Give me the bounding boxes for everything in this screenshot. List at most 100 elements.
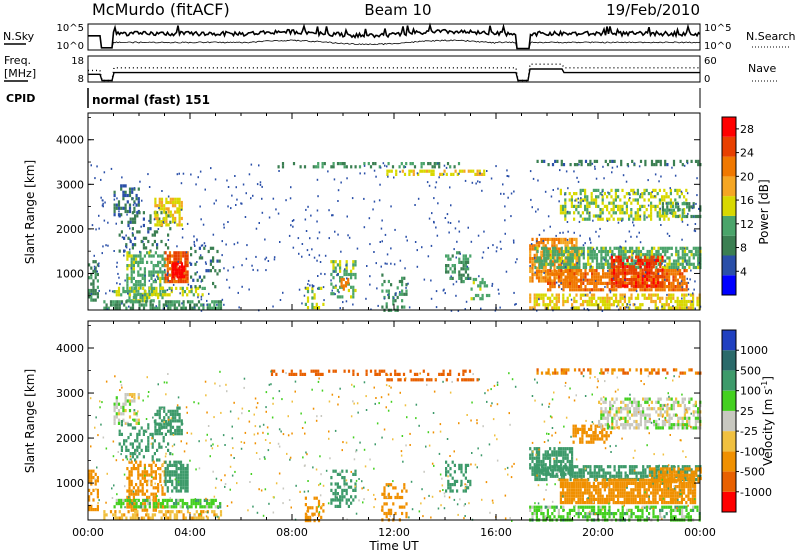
- heatmap-cell: [139, 286, 142, 290]
- heatmap-cell: [573, 288, 576, 292]
- heatmap-cell: [126, 267, 129, 271]
- heatmap-cell: [480, 172, 484, 176]
- heatmap-cell: [387, 508, 390, 512]
- heatmap-cell: [683, 278, 686, 282]
- heatmap-cell: [385, 483, 388, 487]
- heatmap-cell: [538, 265, 541, 270]
- heatmap-cell: [675, 214, 678, 219]
- heatmap-cell: [599, 208, 602, 212]
- heatmap-cell: [339, 501, 342, 505]
- heatmap-cell: [595, 303, 598, 307]
- heatmap-cell: [653, 246, 656, 250]
- heatmap-cell: [158, 207, 161, 211]
- heatmap-cell: [139, 260, 142, 264]
- heatmap-cell: [422, 162, 425, 166]
- heatmap-cell: [105, 306, 108, 310]
- heatmap-cell: [181, 505, 184, 509]
- heatmap-cell: [624, 268, 627, 272]
- heatmap-cell: [114, 516, 117, 520]
- heatmap-cell: [664, 159, 667, 163]
- heatmap-cell: [551, 246, 555, 250]
- heatmap-cell: [478, 275, 480, 278]
- heatmap-cell: [120, 405, 123, 409]
- heatmap-cell: [664, 208, 667, 212]
- heatmap-cell: [670, 253, 673, 257]
- heatmap-cell: [666, 163, 669, 167]
- heatmap-cell: [543, 256, 546, 260]
- heatmap-cell: [669, 192, 672, 196]
- heatmap-cell: [606, 481, 609, 485]
- heatmap-cell: [169, 419, 172, 423]
- heatmap-cell: [258, 164, 260, 167]
- heatmap-cell: [549, 225, 551, 228]
- heatmap-cell: [686, 192, 689, 195]
- heatmap-cell: [131, 220, 134, 224]
- heatmap-cell: [445, 489, 448, 493]
- heatmap-cell: [317, 195, 319, 198]
- heatmap-cell: [147, 516, 150, 520]
- heatmap-cell: [648, 278, 651, 282]
- heatmap-cell: [567, 265, 570, 270]
- heatmap-cell: [604, 471, 607, 475]
- heatmap-cell: [128, 476, 131, 480]
- heatmap-cell: [130, 280, 133, 284]
- heatmap-cell: [575, 306, 578, 310]
- heatmap-cell: [160, 197, 164, 201]
- heatmap-cell: [160, 432, 164, 436]
- heatmap-cell: [557, 257, 560, 261]
- heatmap-cell: [691, 207, 694, 210]
- heatmap-cell: [687, 288, 690, 291]
- heatmap-cell: [540, 296, 543, 300]
- heatmap-cell: [531, 260, 534, 264]
- heatmap-cell: [641, 262, 644, 266]
- heatmap-cell: [564, 472, 567, 476]
- heatmap-cell: [156, 223, 159, 227]
- heatmap-cell: [593, 288, 596, 292]
- heatmap-cell: [544, 276, 547, 280]
- colorbar-swatch: [722, 196, 736, 216]
- heatmap-cell: [460, 273, 463, 277]
- heatmap-cell: [154, 425, 157, 429]
- heatmap-cell: [580, 246, 583, 250]
- heatmap-cell: [667, 296, 670, 300]
- heatmap-cell: [633, 224, 635, 227]
- heatmap-cell: [670, 299, 673, 304]
- heatmap-cell: [182, 251, 185, 255]
- heatmap-cell: [447, 254, 450, 258]
- heatmap-cell: [670, 269, 673, 273]
- heatmap-cell: [124, 402, 127, 406]
- heatmap-cell: [354, 263, 357, 267]
- heatmap-cell: [169, 412, 172, 417]
- heatmap-cell: [115, 399, 118, 403]
- heatmap-cell: [405, 511, 408, 516]
- heatmap-cell: [144, 505, 147, 509]
- heatmap-cell: [472, 277, 475, 282]
- heatmap-cell: [564, 217, 567, 221]
- heatmap-cell: [595, 259, 599, 263]
- heatmap-cell: [630, 278, 633, 282]
- heatmap-cell: [661, 274, 664, 278]
- heatmap-cell: [545, 259, 548, 263]
- heatmap-cell: [560, 263, 563, 267]
- heatmap-cell: [460, 479, 463, 483]
- heatmap-cell: [383, 297, 386, 300]
- heatmap-cell: [587, 249, 590, 254]
- heatmap-cell: [151, 458, 154, 462]
- heatmap-cell: [568, 237, 571, 241]
- freq-label-line2: [MHz]: [4, 67, 36, 80]
- heatmap-cell: [135, 254, 138, 258]
- heatmap-cell: [175, 460, 178, 464]
- heatmap-cell: [327, 170, 329, 173]
- heatmap-cell: [620, 253, 623, 257]
- heatmap-cell: [617, 258, 620, 262]
- heatmap-cell: [126, 200, 129, 204]
- heatmap-cell: [690, 214, 693, 219]
- heatmap-cell: [237, 291, 239, 294]
- heatmap-cell: [641, 192, 644, 196]
- heatmap-cell: [211, 510, 214, 514]
- heatmap-cell: [568, 485, 571, 489]
- heatmap-cell: [630, 258, 633, 262]
- heatmap-cell: [667, 217, 670, 221]
- heatmap-cell: [515, 303, 517, 305]
- heatmap-cell: [568, 488, 571, 492]
